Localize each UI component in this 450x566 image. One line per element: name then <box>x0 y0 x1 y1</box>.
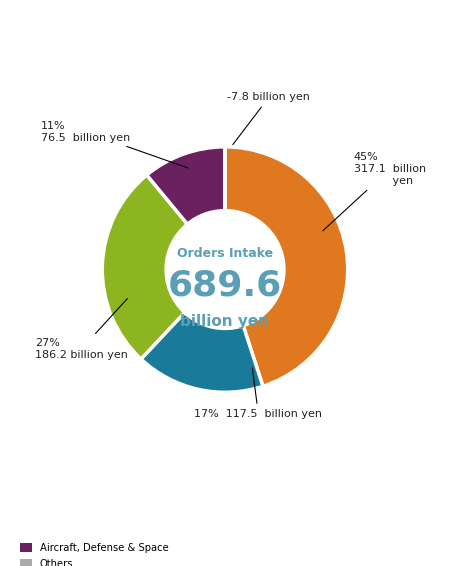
Text: 689.6: 689.6 <box>168 268 282 302</box>
Wedge shape <box>225 147 348 386</box>
Text: 45%
317.1  billion
           yen: 45% 317.1 billion yen <box>323 152 426 231</box>
Text: 17%  117.5  billion yen: 17% 117.5 billion yen <box>194 368 322 419</box>
Text: Orders Intake: Orders Intake <box>177 247 273 260</box>
Wedge shape <box>102 175 188 359</box>
Text: 27%
186.2 billion yen: 27% 186.2 billion yen <box>35 299 128 360</box>
Text: billion yen: billion yen <box>180 314 270 329</box>
Text: 11%
76.5  billion yen: 11% 76.5 billion yen <box>41 121 188 168</box>
Wedge shape <box>141 312 263 392</box>
Wedge shape <box>147 147 225 224</box>
Legend: Energy Systems, Plants & Infrastructure, Logistics, Thermal & Drive Systems, Air: Energy Systems, Plants & Infrastructure,… <box>0 543 169 566</box>
Text: -7.8 billion yen: -7.8 billion yen <box>227 92 310 145</box>
